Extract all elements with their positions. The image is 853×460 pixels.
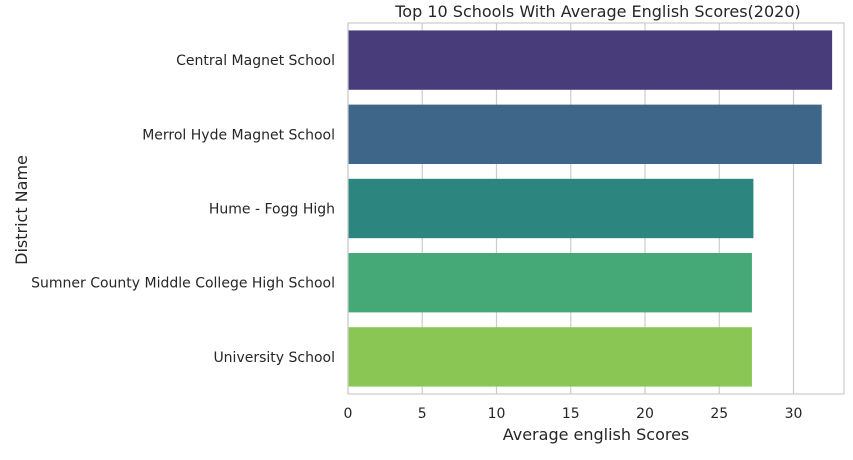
x-tick-label: 30 bbox=[785, 406, 803, 422]
bar bbox=[348, 327, 752, 387]
x-tick-label: 25 bbox=[710, 406, 728, 422]
y-tick-label: University School bbox=[213, 350, 335, 366]
bar bbox=[348, 253, 752, 313]
bars bbox=[348, 30, 833, 387]
x-tick-label: 10 bbox=[488, 406, 506, 422]
bar bbox=[348, 30, 833, 90]
x-tick-label: 20 bbox=[636, 406, 654, 422]
y-tick-labels: Central Magnet School Merrol Hyde Magnet … bbox=[31, 53, 335, 366]
bar bbox=[348, 178, 754, 239]
plot-border bbox=[347, 22, 845, 395]
plot-frame bbox=[347, 22, 845, 395]
y-tick-label: Sumner County Middle College High School bbox=[31, 276, 335, 292]
y-tick-label: Hume - Fogg High bbox=[209, 202, 335, 218]
y-tick-label: Merrol Hyde Magnet School bbox=[142, 127, 335, 143]
y-axis-title: District Name bbox=[12, 155, 31, 265]
y-tick-label: Central Magnet School bbox=[176, 53, 335, 69]
x-tick-label: 15 bbox=[562, 406, 580, 422]
chart-title: Top 10 Schools With Average English Scor… bbox=[394, 2, 800, 21]
x-tick-label: 0 bbox=[344, 406, 353, 422]
x-axis-title: Average english Scores bbox=[503, 425, 690, 444]
x-tick-label: 5 bbox=[418, 406, 427, 422]
x-tick-labels: 0 5 10 15 20 25 30 bbox=[344, 406, 803, 422]
bar bbox=[348, 104, 822, 164]
